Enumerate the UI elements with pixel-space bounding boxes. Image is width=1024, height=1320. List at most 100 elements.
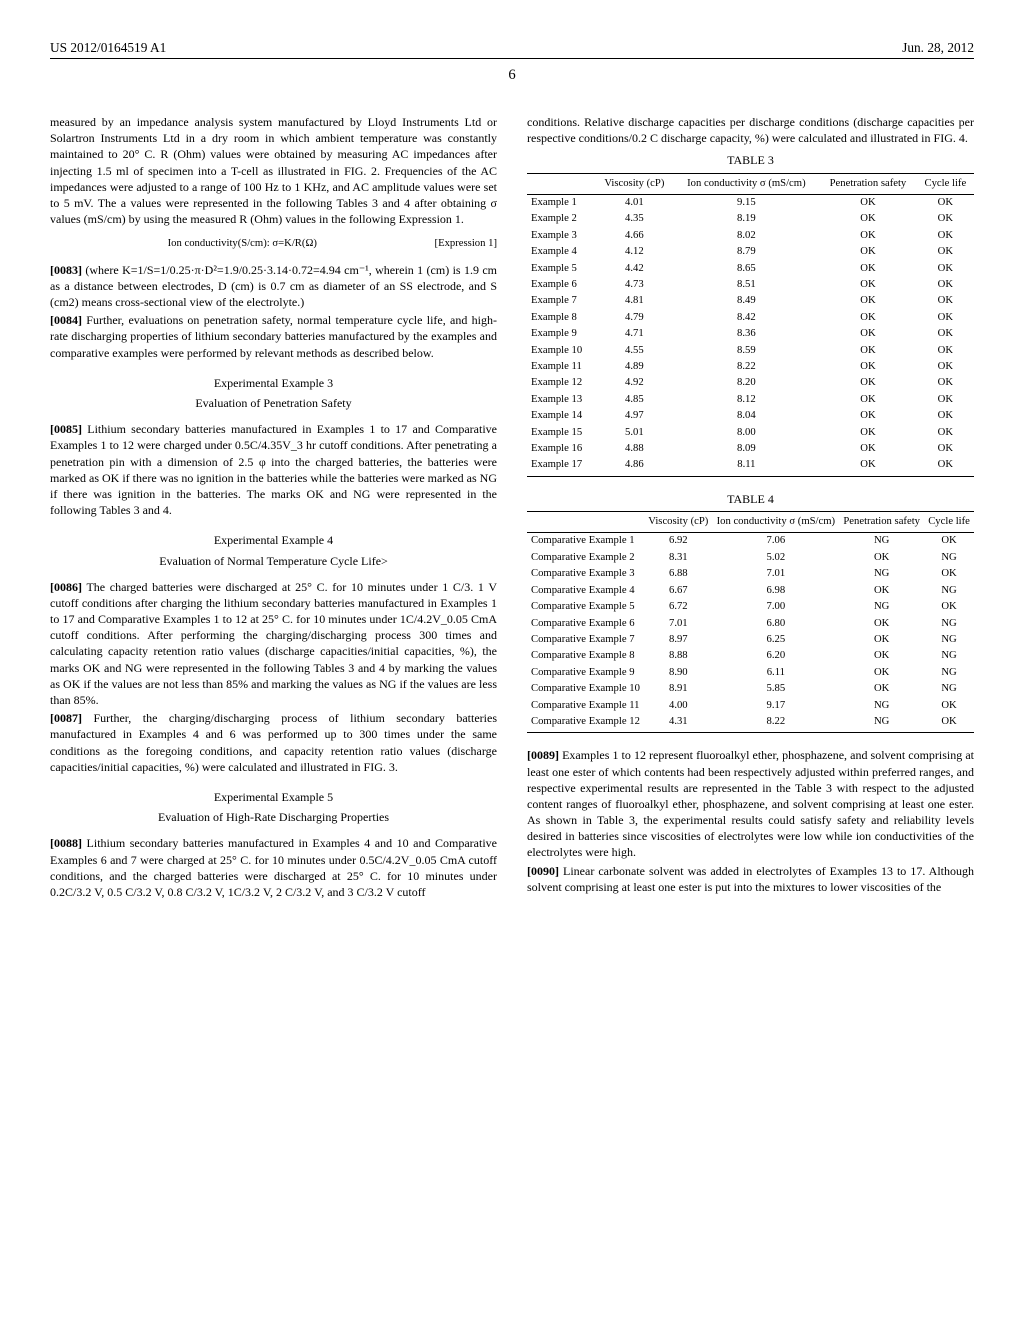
table-cell: 8.22: [674, 359, 820, 375]
table-row: Example 74.818.49OKOK: [527, 293, 974, 309]
table-row: Comparative Example 108.915.85OKNG: [527, 681, 974, 697]
table-header: Viscosity (cP): [595, 173, 673, 194]
table-cell: 4.81: [595, 293, 673, 309]
table-cell: OK: [917, 425, 974, 441]
table-cell: Example 16: [527, 441, 595, 457]
table-cell: OK: [917, 228, 974, 244]
table-cell: Comparative Example 9: [527, 665, 644, 681]
table-cell: NG: [924, 632, 974, 648]
table-cell: 4.88: [595, 441, 673, 457]
table-cell: 8.65: [674, 261, 820, 277]
table-header: Cycle life: [917, 173, 974, 194]
table-cell: Example 2: [527, 211, 595, 227]
table-cell: OK: [839, 648, 924, 664]
table-cell: 4.86: [595, 457, 673, 476]
table-cell: 4.71: [595, 326, 673, 342]
para-0090: [0090] Linear carbonate solvent was adde…: [527, 863, 974, 895]
table-cell: OK: [917, 211, 974, 227]
table-header: Ion conductivity σ (mS/cm): [674, 173, 820, 194]
para-0087-text: Further, the charging/discharging proces…: [50, 711, 497, 774]
table-cell: 4.92: [595, 375, 673, 391]
table-cell: Example 11: [527, 359, 595, 375]
table-row: Comparative Example 28.315.02OKNG: [527, 550, 974, 566]
table-cell: 7.06: [712, 533, 839, 550]
para-0088-num: [0088]: [50, 836, 82, 850]
table-row: Example 134.858.12OKOK: [527, 392, 974, 408]
table-cell: 4.66: [595, 228, 673, 244]
table-cell: 8.79: [674, 244, 820, 260]
table-3: TABLE 3 Viscosity (cP)Ion conductivity σ…: [527, 152, 974, 477]
table-cell: Comparative Example 4: [527, 583, 644, 599]
table-cell: Example 4: [527, 244, 595, 260]
para-0083: [0083] (where K=1/S=1/0.25·π·D²=1.9/0.25…: [50, 262, 497, 311]
table-row: Comparative Example 16.927.06NGOK: [527, 533, 974, 550]
expression-formula: Ion conductivity(S/cm): σ=K/R(Ω): [168, 238, 317, 249]
table-cell: 7.00: [712, 599, 839, 615]
table-cell: Example 5: [527, 261, 595, 277]
right-column: conditions. Relative discharge capacitie…: [527, 114, 974, 902]
para-0083-num: [0083]: [50, 263, 82, 277]
table-cell: OK: [819, 343, 916, 359]
table-cell: Example 15: [527, 425, 595, 441]
table-cell: 8.31: [644, 550, 712, 566]
table-row: Comparative Example 56.727.00NGOK: [527, 599, 974, 615]
table-cell: OK: [917, 343, 974, 359]
table-cell: Comparative Example 11: [527, 698, 644, 714]
table-cell: 9.17: [712, 698, 839, 714]
table-cell: 4.00: [644, 698, 712, 714]
table-cell: Example 1: [527, 194, 595, 211]
table-row: Example 155.018.00OKOK: [527, 425, 974, 441]
table-cell: OK: [819, 457, 916, 476]
table-cell: OK: [917, 457, 974, 476]
table-cell: 8.04: [674, 408, 820, 424]
table-cell: OK: [819, 441, 916, 457]
table-cell: NG: [839, 698, 924, 714]
table-cell: 9.15: [674, 194, 820, 211]
table-header: [527, 512, 644, 533]
top-para-right: conditions. Relative discharge capacitie…: [527, 114, 974, 146]
table-row: Example 64.738.51OKOK: [527, 277, 974, 293]
content-columns: measured by an impedance analysis system…: [50, 114, 974, 902]
exp3-title: Experimental Example 3: [50, 375, 497, 391]
table-cell: Comparative Example 7: [527, 632, 644, 648]
table-row: Example 24.358.19OKOK: [527, 211, 974, 227]
table-cell: OK: [819, 228, 916, 244]
table-row: Example 104.558.59OKOK: [527, 343, 974, 359]
table-row: Comparative Example 78.976.25OKNG: [527, 632, 974, 648]
table-cell: 4.89: [595, 359, 673, 375]
table-row: Comparative Example 114.009.17NGOK: [527, 698, 974, 714]
table-cell: OK: [917, 326, 974, 342]
table-row: Example 44.128.79OKOK: [527, 244, 974, 260]
para-0084-text: Further, evaluations on penetration safe…: [50, 313, 497, 359]
table-row: Example 14.019.15OKOK: [527, 194, 974, 211]
table-row: Example 174.868.11OKOK: [527, 457, 974, 476]
table-cell: 8.51: [674, 277, 820, 293]
table-cell: OK: [819, 277, 916, 293]
table-cell: OK: [819, 326, 916, 342]
table-cell: 4.12: [595, 244, 673, 260]
table-cell: 4.55: [595, 343, 673, 359]
table-cell: NG: [839, 566, 924, 582]
table-cell: 8.19: [674, 211, 820, 227]
table-cell: OK: [839, 681, 924, 697]
table-cell: OK: [819, 211, 916, 227]
para-0085-num: [0085]: [50, 422, 82, 436]
table-cell: OK: [917, 244, 974, 260]
para-0087-num: [0087]: [50, 711, 82, 725]
table-cell: Comparative Example 8: [527, 648, 644, 664]
expression-1: Ion conductivity(S/cm): σ=K/R(Ω) [Expres…: [50, 237, 497, 251]
table-cell: 8.12: [674, 392, 820, 408]
table-cell: NG: [924, 550, 974, 566]
table-row: Comparative Example 36.887.01NGOK: [527, 566, 974, 582]
table-cell: NG: [924, 665, 974, 681]
table-cell: 8.42: [674, 310, 820, 326]
table-cell: 6.67: [644, 583, 712, 599]
table-cell: Example 9: [527, 326, 595, 342]
table-row: Example 94.718.36OKOK: [527, 326, 974, 342]
table-cell: OK: [819, 359, 916, 375]
table-cell: 6.20: [712, 648, 839, 664]
table-row: Comparative Example 88.886.20OKNG: [527, 648, 974, 664]
table-cell: 6.72: [644, 599, 712, 615]
table-cell: OK: [819, 408, 916, 424]
table-cell: OK: [917, 277, 974, 293]
